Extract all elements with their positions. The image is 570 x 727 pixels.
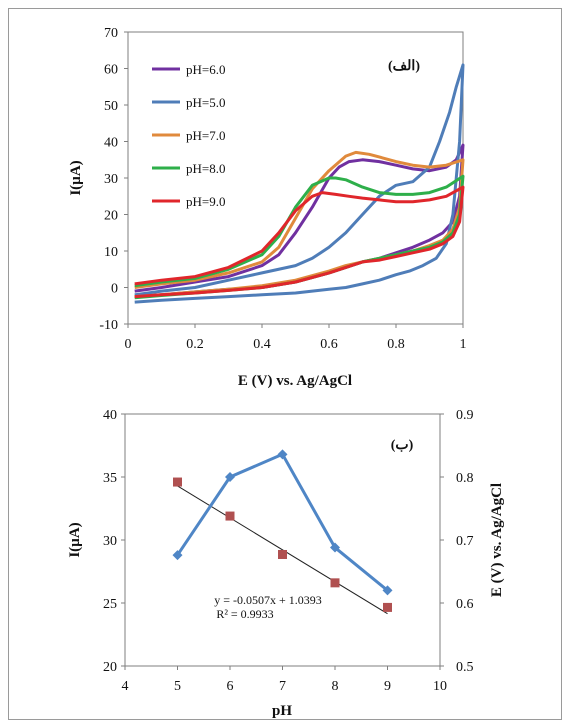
potential-data-point [173,477,182,487]
cv-curve-pH-5-0 [134,63,465,304]
potential-data-point [330,578,340,588]
panel-b-label: (ب) [391,438,414,453]
panel-a-label: (الف) [388,59,420,74]
potential-data-point [225,511,235,521]
panel-a-x-axis-title: E (V) vs. Ag/AgCl [238,373,352,389]
panel-a-y-tick-label: 40 [104,136,118,151]
linear-trendline [177,485,388,615]
panel-b-trend-equation: y = -0.0507x + 1.0393 [214,593,322,607]
panel-b-trend-r2: R² = 0.9933 [216,607,273,621]
current-data-point [382,585,393,596]
panel-a-y-tick-label: 0 [111,282,118,297]
panel-b-y-tick-label: 20 [103,660,117,675]
legend-label: pH=8.0 [186,161,225,176]
panel-a-y-tick-label: 70 [104,26,118,41]
panel-b-y-axis-title: I(µA) [67,522,83,557]
panel-b-y-tick-label: 40 [103,408,117,423]
panel-a-y-tick-label: 20 [104,209,118,224]
panel-a-y-axis-title: I(µA) [68,160,84,195]
panel-b-x-tick-label: 4 [122,679,129,694]
cv-curve-pH-6-0 [134,143,465,299]
legend-label: pH=6.0 [186,62,225,77]
current-data-point [225,472,235,482]
panel-b-y-tick-label: 35 [103,471,117,486]
panel-b-x-tick-label: 5 [174,679,181,694]
panel-a-y-tick-label: 30 [104,172,118,187]
panel-a-y-tick-label: 50 [104,99,118,114]
panel-a-x-tick-label: 1 [460,337,467,352]
panel-b-x-tick-label: 9 [384,679,391,694]
current-data-point [277,449,288,460]
panel-b-y2-tick-label: 0.7 [456,534,474,549]
figure-frame [8,8,562,720]
panel-b-x-tick-label: 8 [332,679,339,694]
panel-a-x-ticks: 0 0.2 0.4 0.6 0.8 1 [125,324,467,352]
panel-b-y2-tick-label: 0.6 [456,597,474,612]
panel-b-y-ticks: 20 25 30 35 40 [103,408,125,675]
panel-b-x-axis-title: pH [272,703,292,719]
panel-b-y2-tick-label: 0.5 [456,660,474,675]
panel-b-x-tick-label: 10 [433,679,447,694]
current-data-point [172,550,183,561]
panel-a-y-ticks: -10 0 10 20 30 40 50 60 70 [99,26,128,333]
current-vs-ph-line [176,452,389,592]
panel-b-y2-tick-label: 0.9 [456,408,474,423]
cv-curve-pH-9-0 [134,185,465,299]
panel-b-x-tick-label: 6 [227,679,234,694]
panel-a-y-tick-label: -10 [99,318,118,333]
panel-a-y-tick-label: 10 [104,245,118,260]
legend-label: pH=7.0 [186,128,225,143]
panel-a-series [134,63,465,304]
cv-curve-pH-7-0 [134,150,465,299]
potential-data-point [383,602,392,612]
panel-b-y-tick-label: 25 [103,597,117,612]
panel-b-y2-tick-label: 0.8 [456,471,474,486]
panel-b-series [172,449,393,615]
legend-label: pH=9.0 [186,194,225,209]
panel-a-y-tick-label: 60 [104,63,118,78]
current-data-point [330,542,340,553]
legend-label: pH=5.0 [186,95,225,110]
panel-b-x-tick-label: 7 [279,679,286,694]
panel-a-x-tick-label: 0.6 [320,337,338,352]
panel-a-x-tick-label: 0.8 [387,337,405,352]
panel-b-y2-ticks: 0.5 0.6 0.7 0.8 0.9 [440,408,474,675]
panel-a-x-tick-label: 0.4 [253,337,271,352]
panel-a: -10 0 10 20 30 40 50 60 70 0 0.2 0.4 0.6 0.8 1 pH=6.0… [68,26,467,389]
potential-data-point [278,549,287,559]
panel-b-x-ticks: 4 5 6 7 8 9 10 [122,666,447,694]
panel-a-legend: pH=6.0 pH=5.0 pH=7.0 pH=8.0 pH=9.0 [152,62,225,209]
panel-b-y-tick-label: 30 [103,534,117,549]
panel-b-y2-axis-title: E (V) vs. Ag/AgCl [489,483,505,597]
panel-a-x-tick-label: 0 [125,337,132,352]
panel-a-x-tick-label: 0.2 [186,337,204,352]
